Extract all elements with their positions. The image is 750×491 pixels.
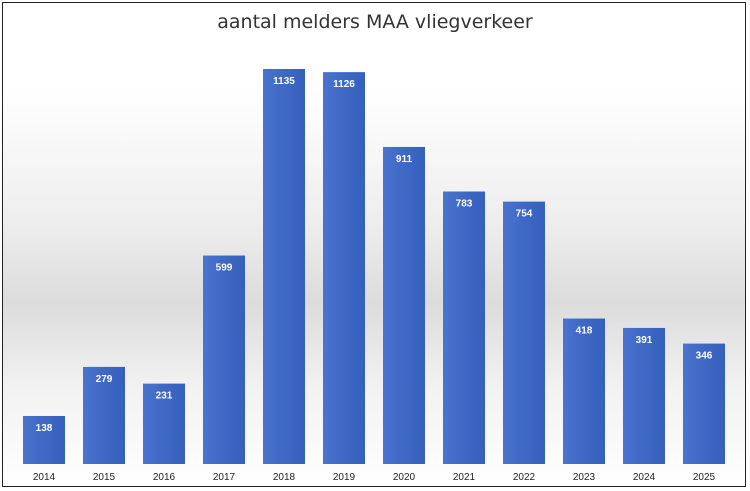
bar-2018 (263, 69, 305, 464)
bar-value-label-2015: 279 (96, 374, 113, 385)
bar-2015 (83, 366, 125, 464)
bar-2017 (203, 255, 245, 464)
bar-2020 (383, 146, 425, 465)
bar-2014 (23, 415, 65, 464)
x-tick-label-2022: 2022 (513, 472, 536, 483)
x-tick-label-2019: 2019 (333, 472, 356, 483)
bar-value-label-2023: 418 (576, 326, 593, 337)
x-tick-label-2025: 2025 (693, 472, 716, 483)
bar-2019 (323, 72, 365, 465)
x-tick-label-2018: 2018 (273, 472, 296, 483)
x-tick-label-2016: 2016 (153, 472, 176, 483)
bar-2024 (623, 327, 665, 464)
bar-value-label-2025: 346 (696, 351, 713, 362)
bar-value-label-2019: 1126 (333, 79, 355, 90)
x-tick-label-2024: 2024 (633, 472, 656, 483)
x-tick-label-2017: 2017 (213, 472, 236, 483)
bar-value-label-2017: 599 (216, 263, 233, 274)
bar-2022 (503, 201, 545, 464)
bar-2023 (563, 318, 605, 464)
bar-value-label-2014: 138 (36, 423, 53, 434)
bar-value-label-2016: 231 (156, 391, 173, 402)
bar-2025 (683, 343, 725, 464)
x-tick-label-2020: 2020 (393, 472, 416, 483)
chart-title: aantal melders MAA vliegverkeer (217, 11, 533, 33)
bar-2021 (443, 191, 485, 464)
x-tick-label-2015: 2015 (93, 472, 116, 483)
bar-chart: 138 279 231 599 1135 1126 911 783 754 418 391 346 2… (23, 69, 725, 483)
bar-value-label-2022: 754 (516, 209, 533, 220)
bar-value-label-2024: 391 (636, 335, 653, 346)
x-tick-label-2014: 2014 (33, 472, 56, 483)
chart-frame: aantal melders MAA vliegverkeer 138 279 23… (2, 2, 746, 487)
bar-2016 (143, 383, 185, 464)
bar-value-label-2021: 783 (456, 199, 473, 210)
bar-value-label-2018: 1135 (273, 76, 295, 87)
x-tick-label-2021: 2021 (453, 472, 476, 483)
x-tick-label-2023: 2023 (573, 472, 596, 483)
bar-value-label-2020: 911 (396, 154, 413, 165)
